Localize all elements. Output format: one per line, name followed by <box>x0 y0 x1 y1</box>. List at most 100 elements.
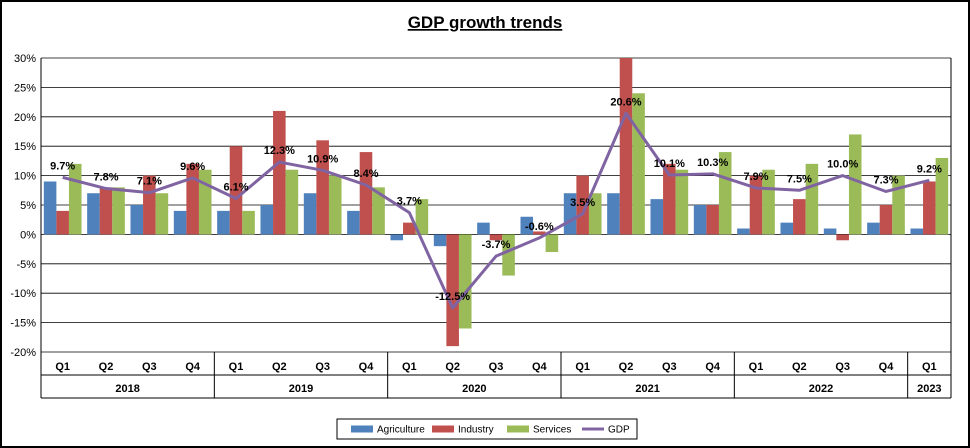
services-bar <box>328 175 342 235</box>
y-tick-label: 20% <box>14 112 36 124</box>
year-label: 2022 <box>809 383 833 395</box>
year-label: 2023 <box>917 383 941 395</box>
quarter-label: Q2 <box>619 361 634 373</box>
y-tick-label: 5% <box>20 200 36 212</box>
agriculture-bar <box>217 210 230 235</box>
agriculture-bar <box>347 210 360 235</box>
industry-bar <box>576 175 589 235</box>
industry-bar <box>706 205 719 235</box>
gdp-data-label: 10.9% <box>307 153 338 165</box>
quarter-label: Q1 <box>229 361 244 373</box>
gdp-data-label: 20.6% <box>610 96 641 108</box>
industry-legend-label: Industry <box>458 425 494 436</box>
gdp-data-label: 10.1% <box>654 158 685 170</box>
y-tick-label: 30% <box>14 53 36 65</box>
services-bar <box>718 152 732 235</box>
quarter-label: Q1 <box>575 361 590 373</box>
industry-bar <box>533 231 546 235</box>
quarter-label: Q1 <box>55 361 70 373</box>
industry-bar <box>836 234 849 241</box>
agriculture-bar <box>607 193 620 235</box>
agriculture-bar <box>693 205 707 235</box>
gdp-data-label: 3.7% <box>397 196 422 208</box>
chart-title: GDP growth trends <box>408 13 563 32</box>
services-bar <box>762 169 775 235</box>
services-bar <box>155 193 169 235</box>
year-label: 2020 <box>462 383 486 395</box>
industry-bar <box>99 187 113 235</box>
gdp-data-label: 9.6% <box>180 161 205 173</box>
y-tick-label: 0% <box>20 229 36 241</box>
y-tick-label: -10% <box>10 288 36 300</box>
legend: Agriculture Industry Services GDP <box>336 418 638 440</box>
quarter-label: Q3 <box>835 361 850 373</box>
industry-legend-swatch <box>432 425 454 433</box>
quarter-label: Q1 <box>402 361 417 373</box>
industry-bar <box>56 210 69 235</box>
agriculture-legend-swatch <box>351 425 373 433</box>
industry-bar <box>273 110 286 235</box>
services-bar <box>545 234 559 253</box>
agriculture-bar <box>87 193 100 235</box>
agriculture-bar <box>173 210 187 235</box>
y-tick-label: -15% <box>10 318 36 330</box>
quarter-label: Q3 <box>315 361 330 373</box>
bars <box>43 58 949 347</box>
y-tick-label: -20% <box>10 347 36 359</box>
services-bar <box>805 163 819 235</box>
gdp-data-label: 7.3% <box>873 174 898 186</box>
year-label: 2018 <box>115 383 139 395</box>
y-tick-label: 10% <box>14 171 36 183</box>
services-legend-swatch <box>507 425 529 433</box>
agriculture-legend-label: Agriculture <box>377 425 425 436</box>
industry-bar <box>923 181 936 235</box>
services-bar <box>285 169 299 235</box>
agriculture-bar <box>477 222 490 235</box>
services-bar <box>242 210 255 235</box>
industry-bar <box>489 234 503 241</box>
services-bar <box>198 169 212 235</box>
gdp-legend-label: GDP <box>608 425 630 436</box>
agriculture-bar <box>737 228 750 235</box>
gdp-data-label: 10.0% <box>827 159 858 171</box>
gdp-line <box>62 111 930 310</box>
industry-bar <box>229 146 243 235</box>
x-axis-categories: Q1 Q2 Q3 Q4 Q1 Q2 Q3 Q4 Q1 Q2 Q3 Q4 Q1 Q2 Q3 Q4 Q1 Q2 Q3 Q4… <box>55 361 941 395</box>
industry-bar <box>663 163 676 235</box>
quarter-label: Q2 <box>99 361 114 373</box>
year-label: 2019 <box>289 383 313 395</box>
quarter-label: Q4 <box>532 361 548 373</box>
gdp-data-label: 9.2% <box>917 163 942 175</box>
legend-box <box>336 418 638 440</box>
gdp-data-label: 6.1% <box>223 182 248 194</box>
quarter-label: Q3 <box>489 361 504 373</box>
quarter-label: Q4 <box>359 361 375 373</box>
industry-bar <box>879 205 893 235</box>
quarter-label: Q4 <box>705 361 721 373</box>
services-bar <box>372 187 385 235</box>
quarter-label: Q4 <box>879 361 895 373</box>
services-bar <box>112 187 125 235</box>
agriculture-bar <box>130 205 144 235</box>
quarter-label: Q2 <box>445 361 460 373</box>
agriculture-bar <box>520 216 534 235</box>
agriculture-bar <box>780 222 794 235</box>
gdp-data-label: 7.5% <box>787 173 812 185</box>
agriculture-bar <box>303 193 317 235</box>
gdp-data-label: -3.7% <box>482 239 511 251</box>
gdp-data-label: -12.5% <box>435 291 470 303</box>
services-bar <box>458 234 472 329</box>
industry-bar <box>619 58 633 235</box>
y-axis-ticks: 30% 25% 20% 15% 10% 5% 0% -5% -10% -15% -20% <box>10 53 36 359</box>
quarter-label: Q2 <box>792 361 807 373</box>
y-tick-label: 25% <box>14 82 36 94</box>
gdp-data-label: 7.8% <box>93 172 118 184</box>
industry-bar <box>186 163 199 235</box>
gdp-data-label: 9.7% <box>50 160 75 172</box>
industry-bar <box>793 199 806 235</box>
industry-bar <box>403 222 416 235</box>
services-bar <box>675 169 689 235</box>
quarter-label: Q1 <box>922 361 937 373</box>
quarter-label: Q4 <box>185 361 201 373</box>
